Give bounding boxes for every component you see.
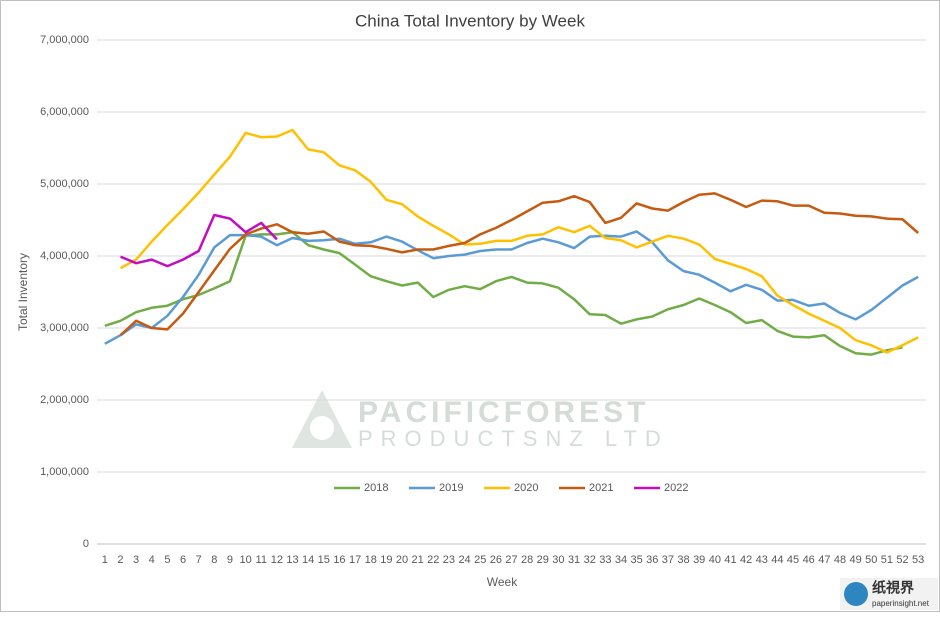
x-tick-label: 32 [584,554,596,566]
x-tick-label: 41 [724,554,736,566]
y-tick-label: 5,000,000 [40,178,89,190]
x-tick-label: 24 [458,554,470,566]
y-tick-label: 3,000,000 [40,322,89,334]
x-tick-label: 12 [271,554,283,566]
x-tick-label: 21 [412,554,424,566]
x-tick-label: 52 [896,554,908,566]
legend-label: 2019 [439,482,463,494]
x-tick-label: 19 [380,554,392,566]
x-tick-label: 43 [756,554,768,566]
x-tick-label: 16 [333,554,345,566]
x-tick-label: 29 [537,554,549,566]
x-tick-label: 27 [505,554,517,566]
series-line [119,128,919,354]
x-tick-label: 6 [180,554,186,566]
x-tick-label: 17 [349,554,361,566]
x-tick-label: 8 [211,554,217,566]
legend-label: 2022 [664,482,688,494]
x-tick-label: 10 [239,554,251,566]
x-tick-label: 14 [302,554,314,566]
x-tick-label: 50 [865,554,877,566]
x-tick-label: 49 [849,554,861,566]
x-tick-label: 11 [256,554,267,566]
series-line [120,213,278,268]
x-tick-label: 35 [631,554,643,566]
legend-label: 2020 [514,482,538,494]
series-line [104,230,919,345]
x-tick-label: 3 [133,554,139,566]
x-tick-label: 53 [912,554,924,566]
x-tick-label: 47 [818,554,830,566]
y-tick-label: 2,000,000 [40,394,89,406]
x-tick-label: 20 [396,554,408,566]
x-tick-label: 7 [196,554,202,566]
x-tick-label: 31 [568,554,580,566]
y-tick-label: 1,000,000 [40,466,89,478]
series-line [119,192,920,337]
x-tick-label: 5 [164,554,170,566]
x-tick-label: 22 [427,554,439,566]
x-tick-label: 39 [693,554,705,566]
site-name: 纸視界 [872,580,915,596]
x-tick-label: 44 [771,554,783,566]
x-tick-label: 42 [740,554,752,566]
x-tick-label: 38 [677,554,689,566]
watermark-logo: PACIFICFOREST PRODUCTSNZ LTD [292,390,669,451]
x-tick-label: 15 [318,554,330,566]
x-tick-label: 1 [102,554,108,566]
x-tick-label: 2 [117,554,123,566]
x-tick-label: 25 [474,554,486,566]
legend-label: 2021 [589,482,613,494]
x-tick-label: 46 [803,554,815,566]
site-watermark: 纸視界 paperinsight.net [840,578,938,610]
x-tick-label: 13 [286,554,298,566]
x-tick-label: 26 [490,554,502,566]
x-tick-label: 48 [834,554,846,566]
watermark-text: PACIFICFOREST [358,396,649,429]
x-tick-label: 40 [709,554,721,566]
x-tick-label: 4 [149,554,155,566]
x-tick-label: 18 [365,554,377,566]
x-tick-label: 9 [227,554,233,566]
x-tick-label: 37 [662,554,674,566]
y-tick-label: 6,000,000 [40,106,89,118]
x-tick-label: 51 [881,554,893,566]
x-tick-label: 36 [646,554,658,566]
x-tick-label: 34 [615,554,627,566]
legend-label: 2018 [364,482,388,494]
y-tick-label: 4,000,000 [40,250,89,262]
y-axis-title: Total Inventory [16,253,30,331]
y-tick-label: 7,000,000 [40,34,89,46]
x-axis-title: Week [487,575,518,589]
x-tick-label: 23 [443,554,455,566]
x-tick-label: 28 [521,554,533,566]
x-tick-label: 45 [787,554,799,566]
x-tick-label: 30 [552,554,564,566]
series-line [104,230,903,356]
watermark-text: PRODUCTSNZ LTD [358,426,669,451]
site-url: paperinsight.net [872,599,930,608]
chart-title: China Total Inventory by Week [355,11,585,30]
x-tick-label: 33 [599,554,611,566]
y-tick-label: 0 [83,538,89,550]
